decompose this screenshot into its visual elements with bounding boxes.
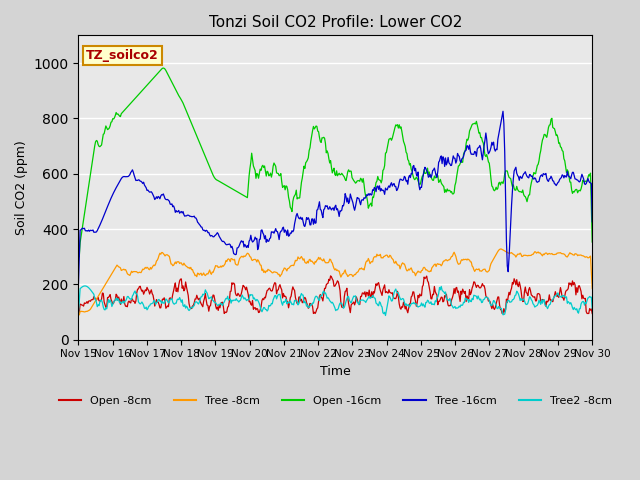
Title: Tonzi Soil CO2 Profile: Lower CO2: Tonzi Soil CO2 Profile: Lower CO2	[209, 15, 462, 30]
Y-axis label: Soil CO2 (ppm): Soil CO2 (ppm)	[15, 140, 28, 235]
X-axis label: Time: Time	[320, 365, 351, 378]
Text: TZ_soilco2: TZ_soilco2	[86, 49, 159, 62]
Legend: Open -8cm, Tree -8cm, Open -16cm, Tree -16cm, Tree2 -8cm: Open -8cm, Tree -8cm, Open -16cm, Tree -…	[54, 391, 616, 410]
